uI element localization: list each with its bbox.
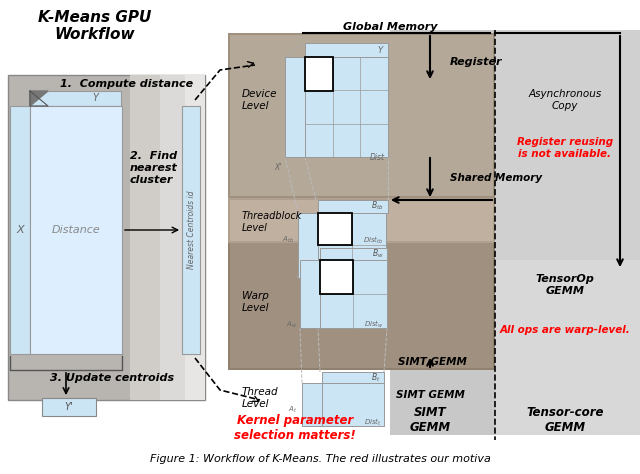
Bar xyxy=(322,383,384,426)
Text: 1.  Compute distance: 1. Compute distance xyxy=(60,79,193,89)
Bar xyxy=(182,106,200,354)
Text: Threadblock
Level: Threadblock Level xyxy=(242,211,302,233)
Bar xyxy=(230,200,493,241)
Bar xyxy=(10,106,30,354)
Bar xyxy=(320,260,387,328)
Text: SIMT GEMM: SIMT GEMM xyxy=(396,390,465,400)
Bar xyxy=(298,213,320,278)
Text: Shared Memory: Shared Memory xyxy=(450,173,542,183)
Bar xyxy=(30,91,121,106)
Text: TensorOp
GEMM: TensorOp GEMM xyxy=(536,274,595,296)
Bar xyxy=(160,75,205,400)
Text: Device
Level: Device Level xyxy=(242,89,278,111)
Text: Tensor-core
GEMM: Tensor-core GEMM xyxy=(526,406,604,434)
Text: Kernel parameter
selection matters!: Kernel parameter selection matters! xyxy=(234,414,356,442)
Bar xyxy=(495,30,640,435)
Text: Thread
Level: Thread Level xyxy=(242,387,278,409)
Bar xyxy=(228,240,495,370)
Text: SIMT GEMM: SIMT GEMM xyxy=(397,357,467,367)
Text: Y': Y' xyxy=(65,402,74,412)
Bar xyxy=(228,198,495,243)
Text: A$_w$: A$_w$ xyxy=(286,320,297,330)
Text: X: X xyxy=(16,225,24,235)
Text: X': X' xyxy=(275,163,282,172)
Bar xyxy=(130,75,205,400)
Bar xyxy=(300,260,322,328)
Bar xyxy=(302,383,324,426)
Text: Asynchronous
Copy: Asynchronous Copy xyxy=(529,89,602,111)
Text: Dist$_{tb}$: Dist$_{tb}$ xyxy=(364,235,384,246)
Bar xyxy=(305,57,388,157)
Text: Warp
Level: Warp Level xyxy=(242,291,269,313)
Bar xyxy=(8,75,205,400)
Bar xyxy=(318,213,352,245)
Bar xyxy=(285,57,307,157)
Polygon shape xyxy=(30,91,48,106)
Bar xyxy=(390,30,495,435)
Bar xyxy=(30,106,122,354)
Text: A$_t$: A$_t$ xyxy=(288,405,297,415)
Text: A$_{tb}$: A$_{tb}$ xyxy=(282,235,294,245)
Bar xyxy=(228,33,495,198)
Text: SIMT
GEMM: SIMT GEMM xyxy=(410,406,451,434)
Text: Y: Y xyxy=(92,93,98,103)
Text: Nearest Centroids id: Nearest Centroids id xyxy=(186,191,195,269)
Text: Dist$_w$: Dist$_w$ xyxy=(364,319,384,330)
Text: 2.  Find
nearest
cluster: 2. Find nearest cluster xyxy=(130,151,178,184)
Bar xyxy=(318,213,386,278)
Text: All ops are warp-level.: All ops are warp-level. xyxy=(500,325,630,335)
Bar xyxy=(305,43,388,57)
Text: Global Memory: Global Memory xyxy=(343,22,437,32)
Bar xyxy=(320,260,353,294)
Text: B$_t$: B$_t$ xyxy=(371,372,381,384)
Text: Y: Y xyxy=(378,46,383,55)
Bar xyxy=(230,242,493,368)
Text: 3. Update centroids: 3. Update centroids xyxy=(50,373,174,383)
Text: Dist$_t$: Dist$_t$ xyxy=(364,417,382,428)
Bar xyxy=(322,372,384,384)
Text: Register reusing
is not available.: Register reusing is not available. xyxy=(517,137,613,159)
Text: Dist: Dist xyxy=(370,153,385,162)
Bar xyxy=(318,200,388,213)
Bar xyxy=(305,57,333,91)
Bar xyxy=(495,30,640,260)
Text: B$_{tb}$: B$_{tb}$ xyxy=(371,200,384,212)
Text: Distance: Distance xyxy=(52,225,100,235)
Text: Figure 1: Workflow of K-Means. The red illustrates our motiva: Figure 1: Workflow of K-Means. The red i… xyxy=(150,454,490,464)
Text: Register: Register xyxy=(450,57,502,67)
Bar xyxy=(185,75,205,400)
Bar xyxy=(230,35,493,196)
Bar xyxy=(42,398,96,416)
Text: K-Means GPU
Workflow: K-Means GPU Workflow xyxy=(38,10,152,42)
Text: B$_w$: B$_w$ xyxy=(372,248,384,260)
Bar xyxy=(320,248,387,261)
